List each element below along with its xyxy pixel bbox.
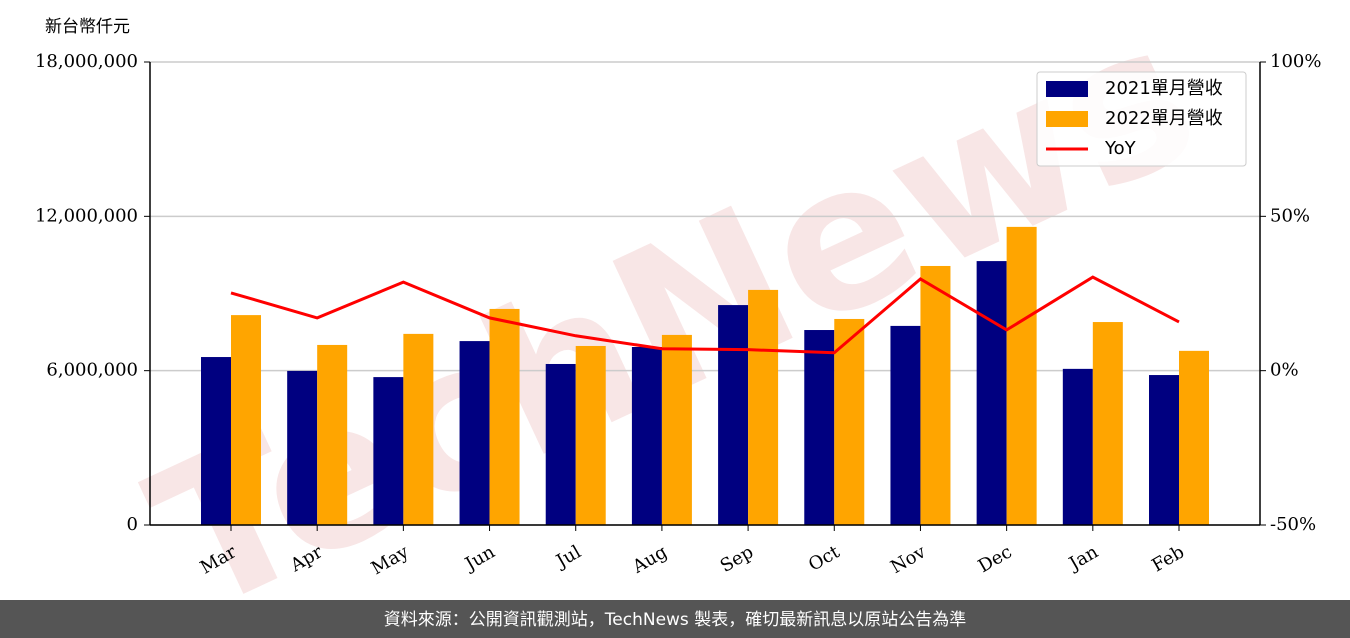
x-tick-label: Jun bbox=[460, 541, 499, 576]
footer-text: 資料來源：公開資訊觀測站，TechNews 製表，確切最新訊息以原站公告為準 bbox=[384, 610, 966, 630]
legend-label: 2022單月營收 bbox=[1105, 108, 1223, 129]
x-tick-label: Nov bbox=[887, 541, 930, 578]
bar bbox=[545, 363, 576, 525]
x-tick-label: Sep bbox=[717, 541, 757, 576]
x-tick-label: Jul bbox=[551, 541, 585, 573]
bar bbox=[201, 357, 231, 525]
x-tick-label: Feb bbox=[1148, 541, 1188, 576]
y-tick-label: 0 bbox=[127, 514, 138, 535]
legend-label: 2021單月營收 bbox=[1105, 78, 1223, 99]
bar bbox=[1092, 322, 1123, 525]
x-tick-label: Dec bbox=[975, 541, 1016, 577]
legend-label: YoY bbox=[1104, 138, 1137, 159]
x-tick-label: Jan bbox=[1064, 541, 1102, 575]
bar bbox=[920, 265, 951, 525]
bar bbox=[1149, 375, 1179, 525]
bar bbox=[834, 318, 865, 525]
y-tick-label: 6,000,000 bbox=[46, 360, 138, 381]
bar bbox=[1179, 350, 1209, 525]
y2-tick-label: 50% bbox=[1270, 205, 1310, 226]
bar bbox=[287, 370, 318, 525]
bar bbox=[748, 289, 779, 525]
legend-swatch bbox=[1046, 111, 1088, 127]
bar bbox=[976, 261, 1007, 525]
legend-box bbox=[1036, 71, 1247, 167]
bar bbox=[661, 334, 692, 525]
bar bbox=[575, 345, 606, 525]
bar bbox=[231, 315, 261, 525]
footer-bar bbox=[0, 600, 1350, 638]
y-tick-label: 18,000,000 bbox=[35, 51, 138, 72]
yoy-line bbox=[230, 275, 1180, 355]
bar bbox=[631, 347, 662, 525]
bar bbox=[489, 308, 520, 525]
bar bbox=[403, 333, 434, 525]
bar bbox=[317, 344, 348, 525]
y2-tick-label: 100% bbox=[1270, 51, 1321, 72]
x-tick-label: Oct bbox=[805, 541, 844, 576]
y2-tick-label: 0% bbox=[1270, 360, 1299, 381]
bar bbox=[890, 325, 921, 525]
bar bbox=[804, 330, 835, 525]
bar bbox=[373, 377, 404, 525]
y-axis-label: 新台幣仟元 bbox=[45, 17, 130, 37]
bar bbox=[1062, 368, 1093, 525]
x-tick-label: Aug bbox=[628, 541, 671, 578]
y-tick-label: 12,000,000 bbox=[35, 205, 138, 226]
bar bbox=[1006, 226, 1037, 525]
bar bbox=[459, 341, 490, 525]
bar bbox=[718, 305, 749, 525]
y2-tick-label: -50% bbox=[1270, 514, 1316, 535]
legend-swatch bbox=[1046, 81, 1088, 97]
